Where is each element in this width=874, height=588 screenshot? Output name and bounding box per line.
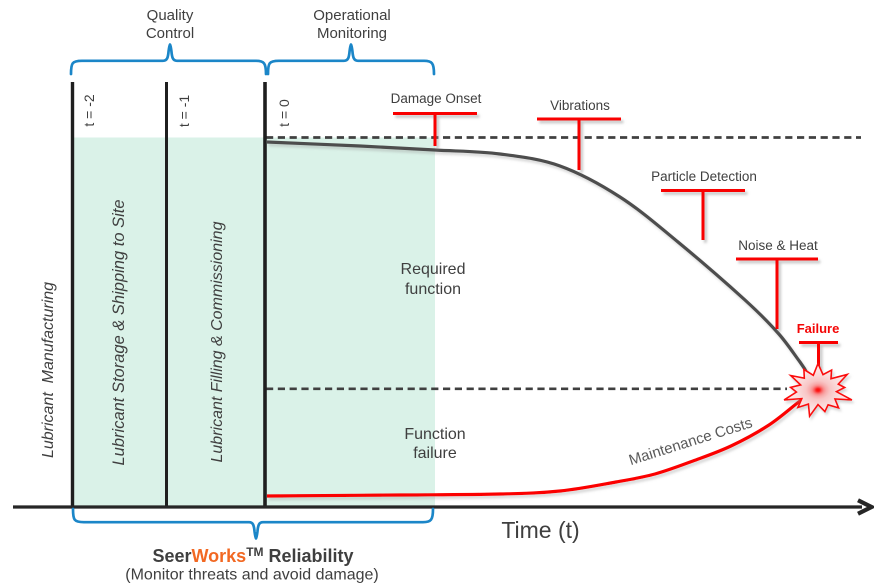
svg-text:t = -1: t = -1 xyxy=(176,95,192,128)
svg-text:Time (t): Time (t) xyxy=(501,517,579,543)
svg-text:Vibrations: Vibrations xyxy=(550,98,610,113)
svg-text:failure: failure xyxy=(413,445,457,462)
svg-text:Failure: Failure xyxy=(797,321,840,336)
svg-text:Required: Required xyxy=(401,261,466,278)
svg-text:Operational: Operational xyxy=(313,7,391,24)
svg-text:(Monitor threats and avoid dam: (Monitor threats and avoid damage) xyxy=(125,567,378,584)
svg-text:Lubricant Filling & Commission: Lubricant Filling & Commissioning xyxy=(209,221,226,462)
svg-text:Control: Control xyxy=(146,25,194,42)
svg-text:function: function xyxy=(405,281,461,298)
svg-text:Noise & Heat: Noise & Heat xyxy=(738,238,818,253)
svg-text:t = 0: t = 0 xyxy=(276,99,292,127)
svg-text:t = -2: t = -2 xyxy=(81,94,97,127)
svg-text:Function: Function xyxy=(404,426,465,443)
svg-text:Quality: Quality xyxy=(147,7,194,24)
svg-text:Damage Onset: Damage Onset xyxy=(391,91,482,106)
svg-text:Monitoring: Monitoring xyxy=(317,25,387,42)
svg-text:SeerWorksTM Reliability: SeerWorksTM Reliability xyxy=(152,545,353,567)
svg-text:Lubricant Manufacturing: Lubricant Manufacturing xyxy=(40,282,57,458)
svg-text:Lubricant Storage & Shipping t: Lubricant Storage & Shipping to Site xyxy=(110,199,128,465)
svg-text:Particle Detection: Particle Detection xyxy=(651,169,757,184)
